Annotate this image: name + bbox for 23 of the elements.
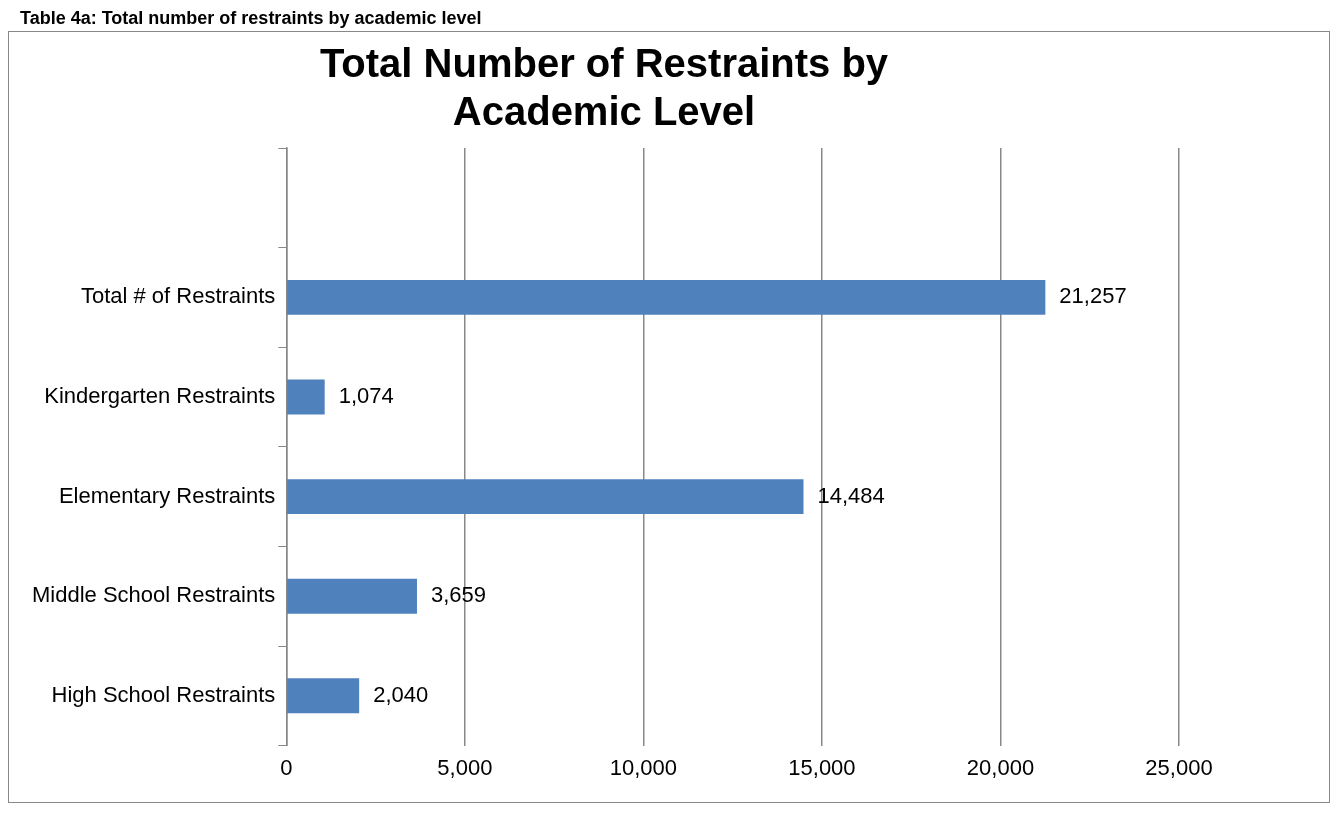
- data-label: 21,257: [1059, 283, 1127, 309]
- y-tick-label: Elementary Restraints: [58, 482, 276, 508]
- y-tick-label: High School Restraints: [51, 681, 276, 707]
- x-tick-label: 15,000: [788, 754, 856, 780]
- data-label: 1,074: [338, 383, 394, 409]
- bar: [287, 578, 417, 614]
- x-tick-label: 25,000: [1145, 754, 1213, 780]
- x-tick-label: 5,000: [437, 754, 493, 780]
- bar: [287, 279, 1046, 315]
- y-tick-label: Total # of Restraints: [80, 283, 276, 309]
- y-tick-label: Kindergarten Restraints: [44, 383, 276, 409]
- bar: [287, 479, 804, 515]
- bar: [287, 678, 360, 714]
- x-tick-label: 0: [280, 754, 293, 780]
- data-label: 14,484: [817, 482, 885, 508]
- caption: Table 4a: Total number of restraints by academic level: [20, 8, 483, 29]
- chart-title: Total Number of Restraints by Academic Level: [319, 41, 889, 134]
- x-tick-label: 10,000: [609, 754, 678, 780]
- data-label: 2,040: [373, 681, 429, 707]
- y-tick-label: Middle School Restraints: [31, 582, 276, 608]
- x-tick-label: 20,000: [966, 754, 1035, 780]
- bar: [287, 379, 325, 415]
- data-label: 3,659: [430, 582, 487, 608]
